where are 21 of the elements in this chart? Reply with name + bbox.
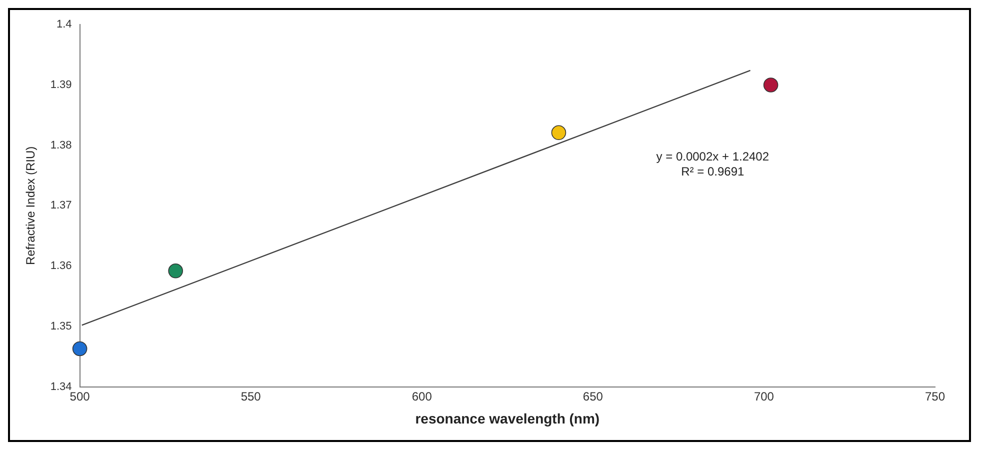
annotation: R² = 0.9691 <box>681 164 744 178</box>
y-tick-label: 1.35 <box>50 320 72 332</box>
x-tick-label: 750 <box>924 389 946 404</box>
y-tick-label: 1.38 <box>50 139 72 152</box>
x-tick-label: 650 <box>582 389 604 404</box>
y-tick-label: 1.39 <box>50 79 72 91</box>
x-tick-label: 550 <box>240 389 262 404</box>
point <box>72 341 88 356</box>
y-axis-title: Refractive Index (RIU) <box>24 146 38 266</box>
y-tick-label: 1.34 <box>50 380 72 393</box>
y-tick-label: 1.36 <box>50 260 72 272</box>
point <box>168 263 183 278</box>
x-tick-label: 500 <box>70 389 90 404</box>
point <box>763 78 778 92</box>
point <box>551 125 566 140</box>
x-tick-label: 700 <box>754 389 774 404</box>
y-tick-label: 1.37 <box>50 200 72 212</box>
x-axis-title: resonance wavelength (nm) <box>415 410 600 426</box>
x-tick-label: 600 <box>412 389 432 404</box>
annotation: y = 0.0002x + 1.2402 <box>656 149 770 164</box>
y-tick-label: 1.4 <box>56 18 72 31</box>
